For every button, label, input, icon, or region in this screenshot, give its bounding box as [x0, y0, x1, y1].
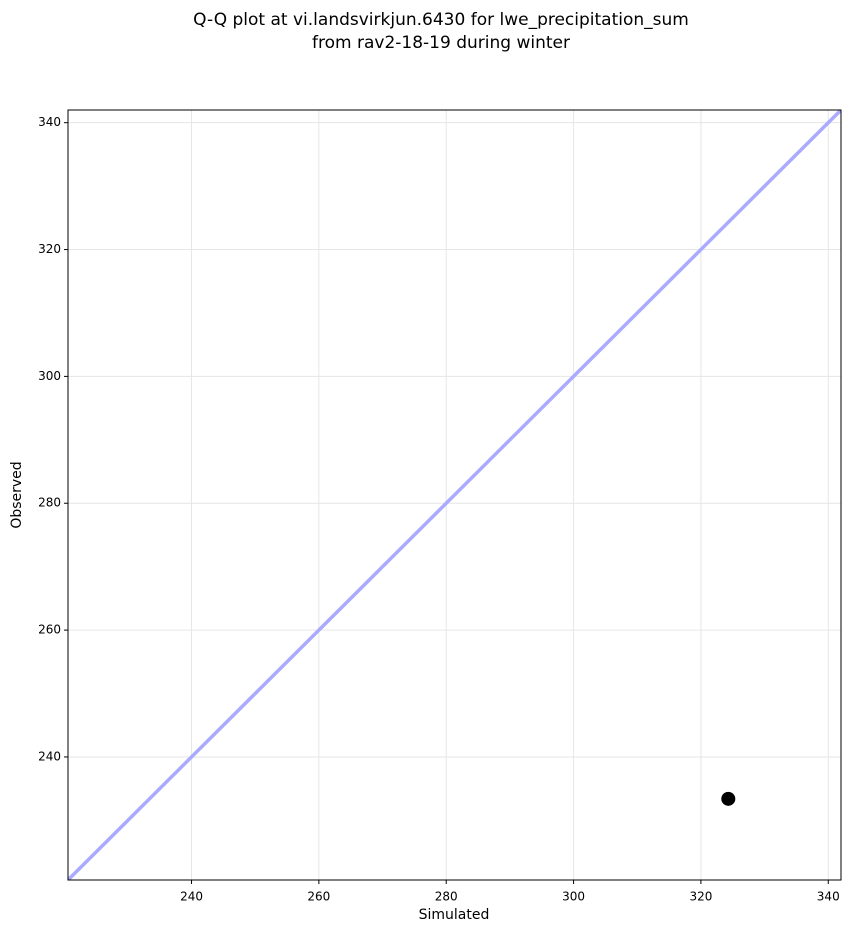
x-tick-label: 240	[180, 890, 203, 904]
y-tick-label: 260	[38, 623, 61, 637]
ticks: 240 260 280 300 320 340 240 260 280 300 320 340	[38, 115, 840, 903]
reference-line	[68, 110, 841, 880]
x-axis-label: Simulated	[419, 907, 490, 923]
x-tick-label: 280	[435, 890, 458, 904]
point	[721, 791, 736, 806]
chart-title: Q-Q plot at vi.landsvirkjun.6430 for lwe…	[193, 10, 689, 30]
y-tick-label: 280	[38, 496, 61, 510]
x-tick-label: 260	[307, 890, 330, 904]
plot-marks	[68, 110, 841, 880]
grid	[68, 110, 841, 880]
y-tick-label: 240	[38, 749, 61, 763]
y-axis-label: Observed	[9, 461, 25, 528]
y-tick-label: 340	[38, 115, 61, 129]
y-tick-label: 320	[38, 242, 61, 256]
plot-frame	[67, 109, 842, 881]
y-tick-label: 300	[38, 369, 61, 383]
chart-subtitle: from rav2-18-19 during winter	[312, 33, 570, 53]
x-tick-label: 320	[689, 890, 712, 904]
x-tick-label: 340	[817, 890, 840, 904]
x-tick-label: 300	[562, 890, 585, 904]
